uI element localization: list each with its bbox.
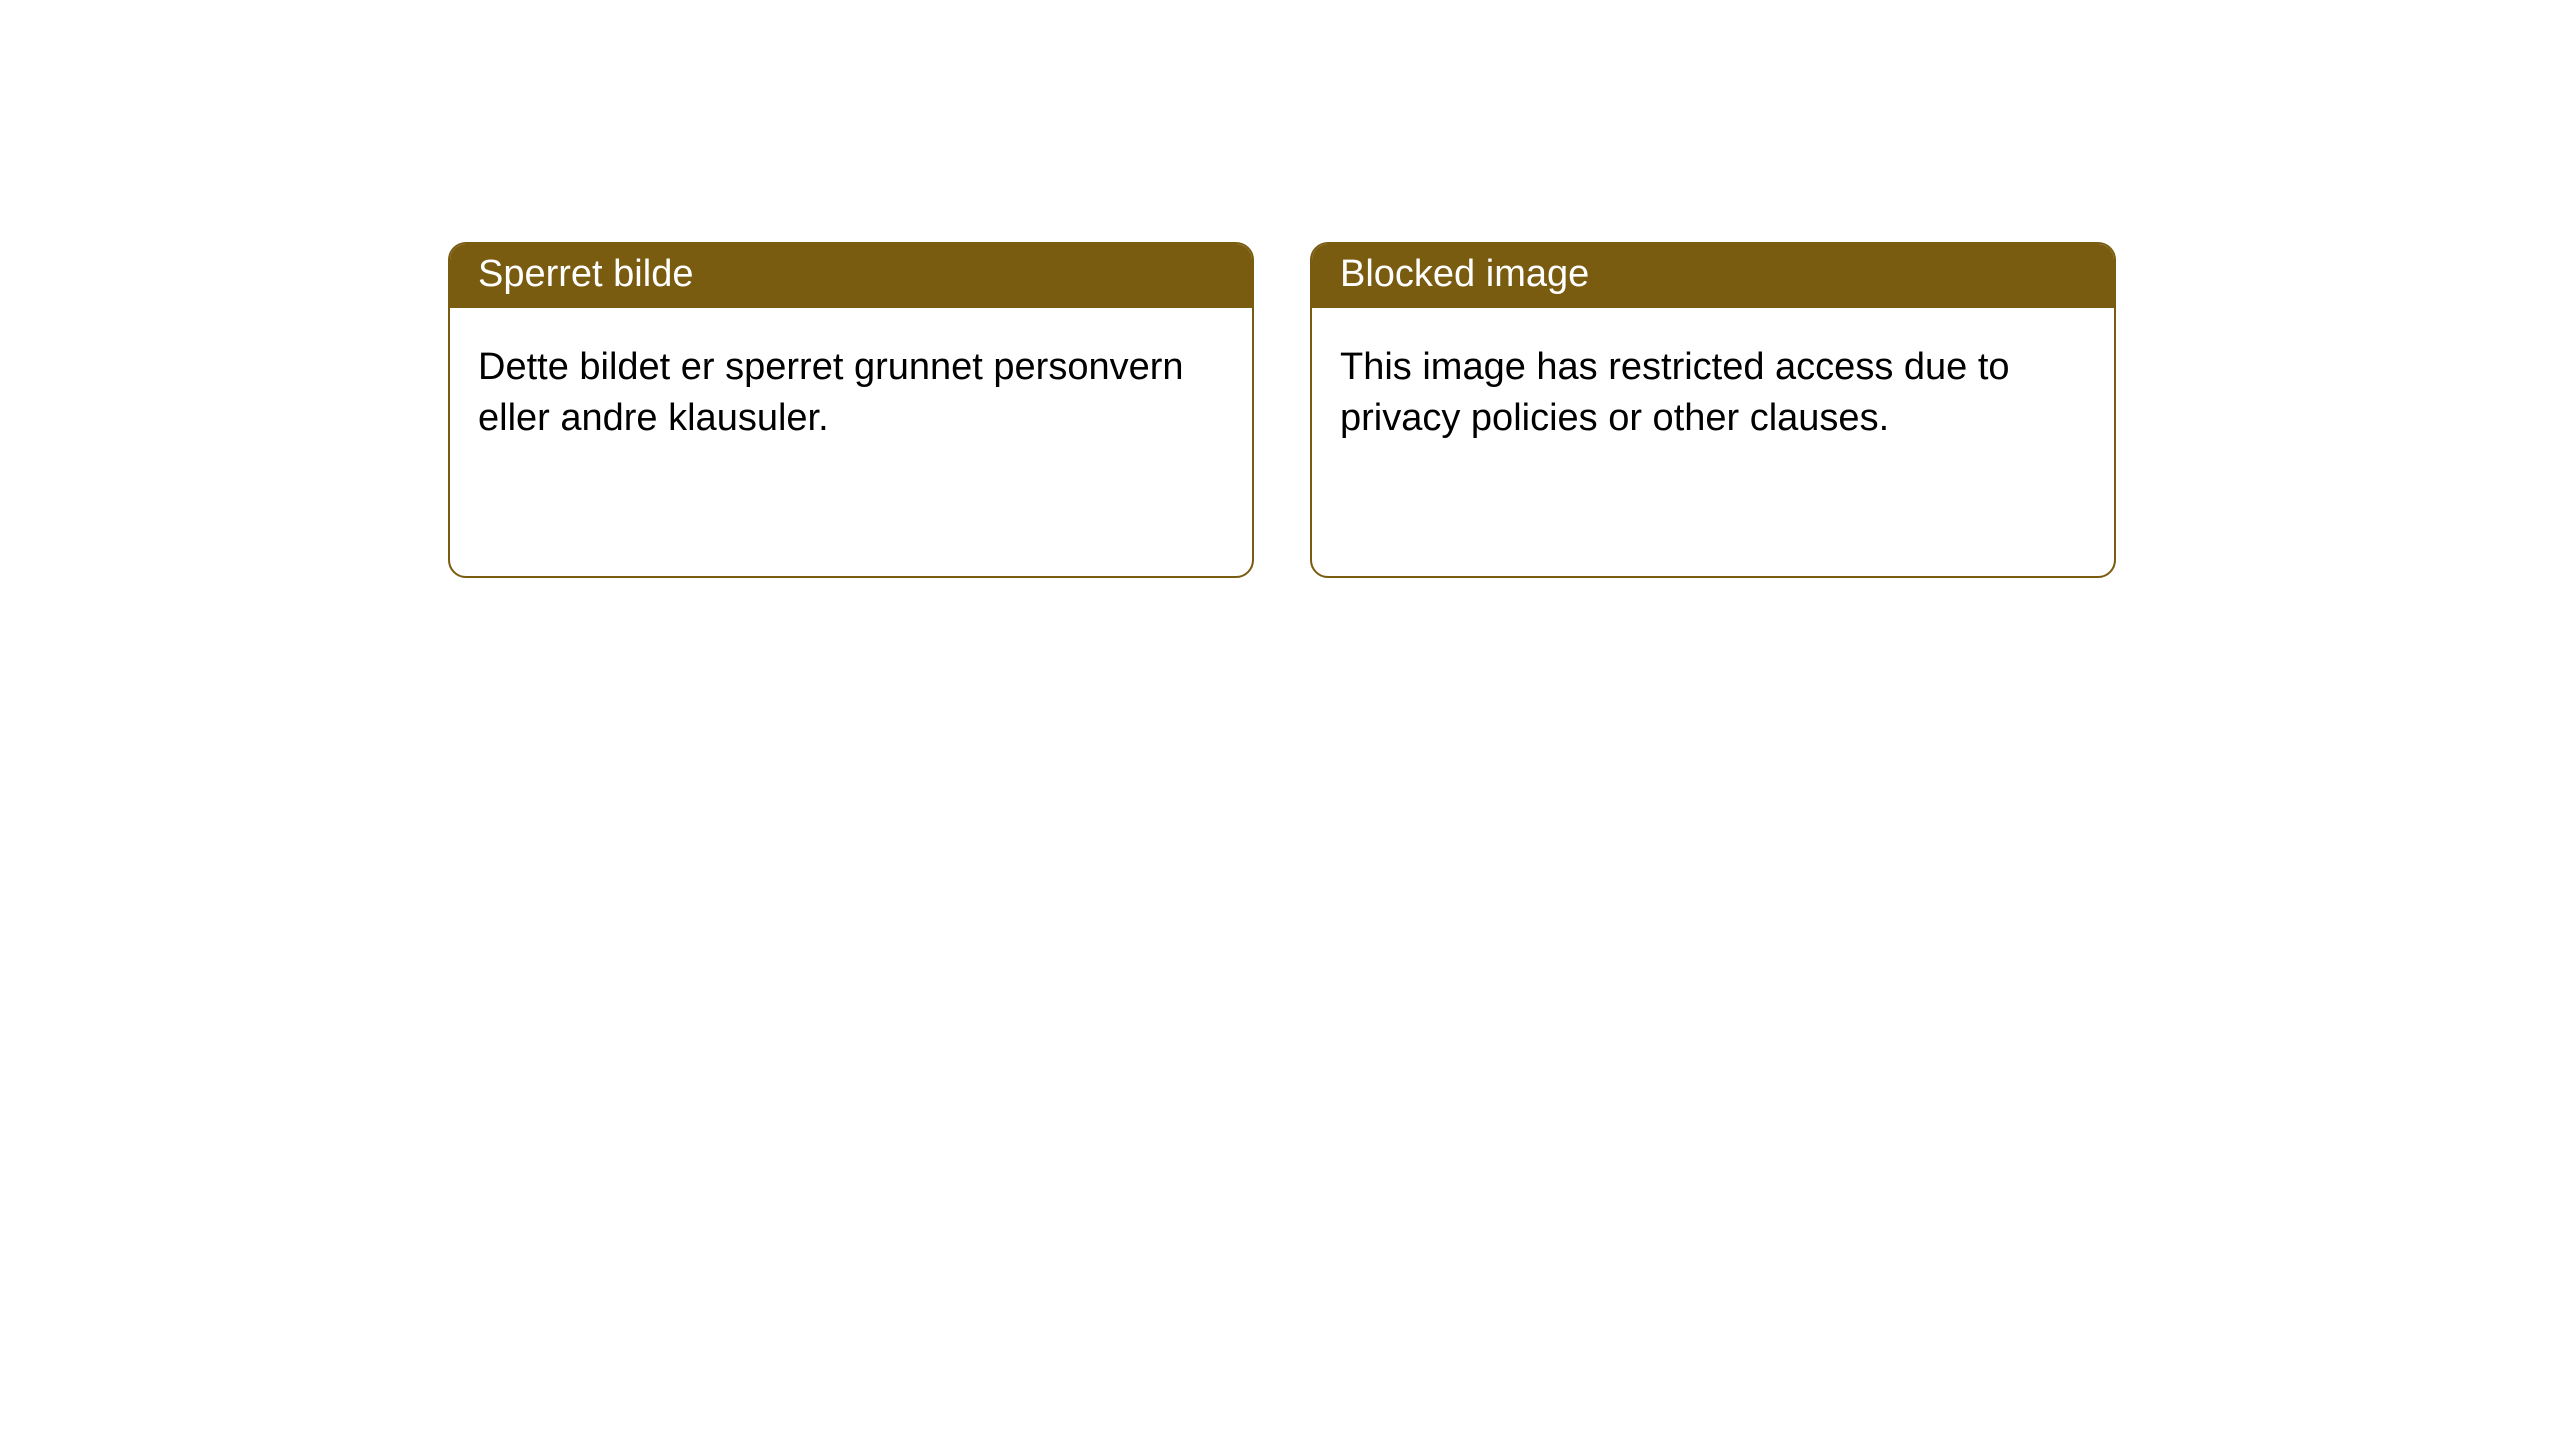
- notice-body-en: This image has restricted access due to …: [1312, 308, 2114, 473]
- notice-card-no: Sperret bilde Dette bildet er sperret gr…: [448, 242, 1254, 578]
- notice-container: Sperret bilde Dette bildet er sperret gr…: [0, 0, 2560, 578]
- notice-title-en: Blocked image: [1312, 244, 2114, 308]
- notice-title-no: Sperret bilde: [450, 244, 1252, 308]
- notice-body-no: Dette bildet er sperret grunnet personve…: [450, 308, 1252, 473]
- notice-card-en: Blocked image This image has restricted …: [1310, 242, 2116, 578]
